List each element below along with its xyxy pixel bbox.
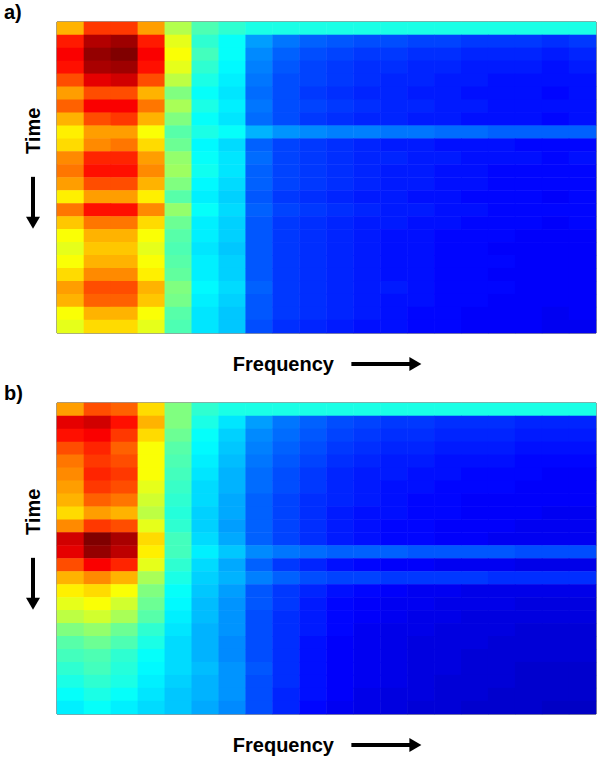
svg-text:Frequency: Frequency [233, 734, 335, 756]
svg-text:b): b) [4, 382, 23, 404]
svg-text:Frequency: Frequency [233, 353, 335, 375]
svg-text:a): a) [4, 1, 22, 23]
svg-text:Time: Time [22, 108, 44, 154]
svg-text:Time: Time [22, 489, 44, 535]
